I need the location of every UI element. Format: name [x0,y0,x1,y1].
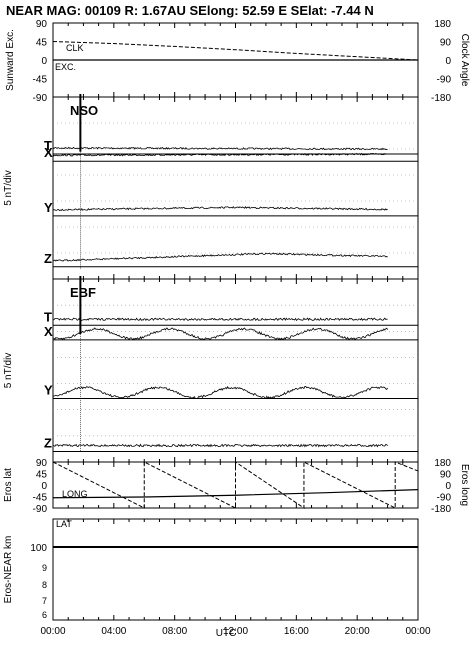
exc-series-label: EXC. [55,62,76,72]
x-axis-label: UTC [216,628,237,639]
eros-ytick-left: -90 [33,504,48,515]
ebf-series-Z [52,443,388,448]
x-tick-label: 08:00 [162,626,187,637]
nso-component-label: T [44,138,52,153]
lat-series-line [52,489,419,499]
figure-title: NEAR MAG: 00109 R: 1.67AU SElong: 52.59 … [6,3,374,18]
nso-series-X [52,152,388,157]
range-ytick: 9 [42,563,47,573]
nso-station-label: NSO [70,103,98,118]
eros-ytick-right: -180 [431,504,451,515]
ebf-ylabel: 5 nT/div [3,353,14,389]
x-tick-label: 20:00 [345,626,370,637]
eros-ytick-right: 180 [434,458,451,469]
nso-panel-frame [52,96,419,280]
clk-series-label: CLK [66,43,84,53]
ebf-component-label: Z [44,436,52,451]
long-series-line [52,461,419,509]
long-series-label: LONG [62,489,88,499]
angles-ytick-right: 90 [440,38,452,49]
ebf-component-label: X [44,324,53,339]
angles-ylabel-right: Clock Angle [459,34,470,87]
angles-ylabel-left: Sunward Exc. [5,29,16,91]
angles-ytick-left: -45 [33,75,48,86]
nso-component-label: Y [44,200,53,215]
x-tick-label: 16:00 [284,626,309,637]
eros-ytick-right: -90 [437,493,452,504]
eros-ylabel-right: Eros long [459,464,470,506]
ebf-panel-frame [52,278,419,463]
angles-ytick-left: 0 [41,56,47,67]
eros-ytick-left: 90 [36,458,48,469]
ebf-component-label: Y [44,382,53,397]
x-tick-label: 12:00 [223,626,248,637]
nso-series-Y [52,205,388,211]
angles-ytick-right: 0 [445,56,451,67]
range-ytick: 6 [42,610,47,620]
clk-series-line [52,41,419,61]
ebf-component-label: T [44,309,52,324]
x-tick-label: 04:00 [101,626,126,637]
x-tick-label: 00:00 [405,626,430,637]
nso-ylabel: 5 nT/div [3,170,14,206]
angles-ytick-right: 180 [434,19,451,30]
angles-ytick-left: 45 [36,38,48,49]
range-ylabel: Eros-NEAR km [3,536,14,604]
angles-ytick-left: -90 [33,93,48,104]
nso-component-label: Z [44,251,52,266]
lat-series-label: LAT [56,519,72,529]
angles-ytick-right: -90 [437,75,452,86]
angles-ytick-right: -180 [431,93,451,104]
range-ytick: 7 [42,596,47,606]
eros-ytick-left: 45 [36,470,48,481]
angles-ytick-left: 90 [36,19,48,30]
x-tick-label: 00:00 [40,626,65,637]
ebf-series-Y [52,385,388,400]
nso-series-T [52,146,388,151]
eros-ytick-right: 0 [445,481,451,492]
nso-component-label: X [44,145,53,160]
ebf-series-T [52,317,388,322]
nso-series-Z [52,252,388,262]
eros-ytick-right: 90 [440,470,452,481]
ebf-series-X [52,327,388,341]
eros-ytick-left: 0 [41,481,47,492]
eros-ylabel-left: Eros lat [3,468,14,502]
eros-ytick-left: -45 [33,493,48,504]
range-ytick: 100 [30,543,47,554]
range-panel-frame [52,518,419,621]
ebf-station-label: EBF [70,285,96,300]
range-ytick: 8 [42,580,47,590]
